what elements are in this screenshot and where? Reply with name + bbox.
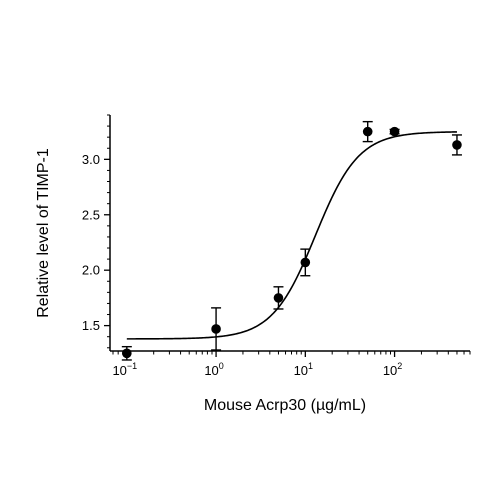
data-point bbox=[273, 293, 284, 303]
data-point-group bbox=[121, 345, 132, 361]
fit-curve bbox=[126, 131, 457, 340]
data-point-group bbox=[300, 248, 311, 277]
data-point bbox=[389, 126, 400, 137]
x-tick-label: 10−1 bbox=[112, 361, 137, 378]
data-point-group bbox=[273, 286, 284, 310]
y-tick-label: 1.5 bbox=[82, 318, 100, 333]
tick-marks: 1.5 2.0 2.5 3.0 10−1 100 101 102 bbox=[82, 114, 471, 378]
data-points-layer bbox=[121, 120, 462, 361]
data-point bbox=[452, 140, 462, 150]
data-point-group bbox=[211, 307, 222, 351]
x-tick-label: 100 bbox=[204, 361, 223, 378]
data-point bbox=[362, 126, 373, 137]
y-tick-label: 3.0 bbox=[82, 152, 100, 167]
axes bbox=[109, 115, 470, 352]
data-point-group bbox=[389, 126, 400, 137]
y-tick-label: 2.0 bbox=[82, 263, 100, 278]
data-point-group bbox=[451, 134, 462, 156]
x-tick-label: 102 bbox=[383, 361, 402, 378]
data-point bbox=[122, 348, 132, 359]
x-axis-label: Mouse Acrp30 (µg/mL) bbox=[204, 397, 366, 414]
data-point bbox=[300, 257, 311, 268]
y-axis-label: Relative level of TIMP-1 bbox=[35, 148, 52, 318]
data-point-group bbox=[362, 120, 373, 143]
data-point bbox=[211, 324, 221, 334]
y-tick-label: 2.5 bbox=[82, 207, 100, 222]
x-tick-label: 101 bbox=[294, 361, 313, 378]
fit-curve-layer bbox=[126, 131, 457, 340]
